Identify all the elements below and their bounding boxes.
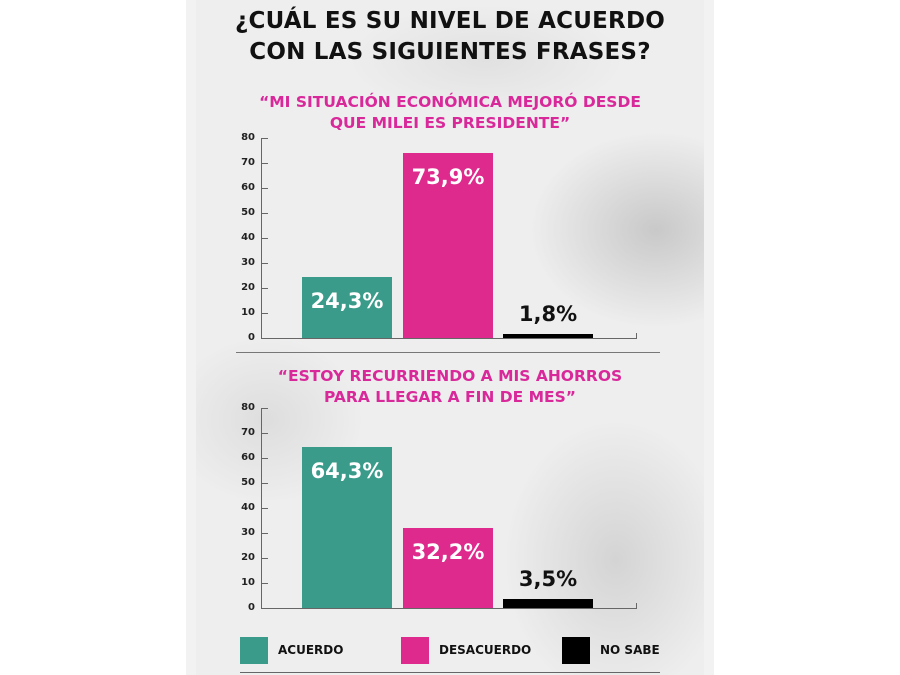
bar-value-label-desacuerdo: 32,2%: [411, 539, 485, 564]
chart-2-subtitle-line-1: “ESTOY RECURRIENDO A MIS AHORROS: [277, 367, 623, 385]
bar-desacuerdo: [403, 527, 493, 608]
y-tick-label: 0: [248, 332, 255, 343]
chart-2-subtitle-line-2: PARA LLEGAR A FIN DE MES”: [324, 388, 576, 406]
y-tick: [261, 433, 268, 434]
y-tick-label: 20: [241, 282, 255, 293]
y-tick: [261, 188, 268, 189]
y-tick-label: 40: [241, 232, 255, 243]
y-tick-label: 70: [241, 157, 255, 168]
y-tick: [261, 313, 268, 314]
x-axis-end-tick: [636, 603, 637, 609]
y-tick-label: 20: [241, 552, 255, 563]
y-tick-label: 0: [248, 602, 255, 613]
y-tick-label: 30: [241, 527, 255, 538]
chart-1-separator: [236, 352, 660, 353]
y-tick-label: 10: [241, 577, 255, 588]
y-tick: [261, 408, 268, 409]
bar-no-sabe: [503, 599, 593, 608]
legend-swatch-no-sabe: [562, 636, 590, 664]
chart-1-subtitle: “MI SITUACIÓN ECONÓMICA MEJORÓ DESDE QUE…: [186, 92, 714, 134]
bar-acuerdo: [302, 277, 392, 338]
y-tick: [261, 213, 268, 214]
legend-label-no-sabe: NO SABE: [600, 643, 660, 657]
y-tick-label: 30: [241, 257, 255, 268]
panel-left-edge: [186, 0, 196, 675]
chart-1-subtitle-line-2: QUE MILEI ES PRESIDENTE”: [329, 114, 571, 132]
x-axis-line: [261, 338, 636, 339]
bar-value-label-no-sabe: 3,5%: [518, 567, 578, 592]
y-tick: [261, 558, 268, 559]
y-tick-label: 50: [241, 207, 255, 218]
y-tick: [261, 238, 268, 239]
bar-desacuerdo: [403, 153, 493, 338]
main-title-line-2: CON LAS SIGUIENTES FRASES?: [249, 39, 651, 65]
y-tick-label: 80: [241, 402, 255, 413]
y-tick: [261, 163, 268, 164]
chart-1-subtitle-line-1: “MI SITUACIÓN ECONÓMICA MEJORÓ DESDE: [259, 93, 641, 111]
bar-value-label-no-sabe: 1,8%: [518, 301, 578, 326]
legend-underline: [240, 672, 660, 673]
legend-item-acuerdo: ACUERDO: [240, 636, 343, 664]
legend: ACUERDO DESACUERDO NO SABE: [240, 636, 680, 666]
y-tick-label: 50: [241, 477, 255, 488]
chart-1-economic-situation: 80 70 60 50 40 30 20 10 0 24,3% 73,9% 1,8%: [225, 130, 665, 345]
legend-item-desacuerdo: DESACUERDO: [401, 636, 531, 664]
x-axis-end-tick: [636, 333, 637, 339]
main-title: ¿CUÁL ES SU NIVEL DE ACUERDO CON LAS SIG…: [186, 6, 714, 68]
y-tick: [261, 583, 268, 584]
y-tick: [261, 458, 268, 459]
y-tick: [261, 483, 268, 484]
y-tick-label: 10: [241, 307, 255, 318]
panel-right-edge: [704, 0, 714, 675]
bar-acuerdo: [302, 447, 392, 608]
legend-swatch-acuerdo: [240, 636, 268, 664]
y-tick: [261, 288, 268, 289]
chart-2-subtitle: “ESTOY RECURRIENDO A MIS AHORROS PARA LL…: [186, 366, 714, 408]
main-title-line-1: ¿CUÁL ES SU NIVEL DE ACUERDO: [235, 8, 665, 34]
y-tick: [261, 263, 268, 264]
bar-value-label-acuerdo: 24,3%: [310, 289, 384, 314]
bar-value-label-desacuerdo: 73,9%: [411, 165, 485, 190]
y-tick-label: 40: [241, 502, 255, 513]
y-tick-label: 80: [241, 132, 255, 143]
bar-no-sabe: [503, 333, 593, 338]
legend-label-desacuerdo: DESACUERDO: [439, 643, 532, 657]
y-tick: [261, 508, 268, 509]
legend-item-no-sabe: NO SABE: [562, 636, 660, 664]
legend-label-acuerdo: ACUERDO: [278, 643, 344, 657]
y-tick-label: 70: [241, 427, 255, 438]
y-tick-label: 60: [241, 452, 255, 463]
y-tick: [261, 533, 268, 534]
y-tick-label: 60: [241, 182, 255, 193]
x-axis-line: [261, 608, 636, 609]
y-tick: [261, 138, 268, 139]
legend-swatch-desacuerdo: [401, 636, 429, 664]
chart-2-savings: 80 70 60 50 40 30 20 10 0 64,3% 32,2% 3,5%: [225, 400, 665, 615]
bar-value-label-acuerdo: 64,3%: [310, 459, 384, 484]
